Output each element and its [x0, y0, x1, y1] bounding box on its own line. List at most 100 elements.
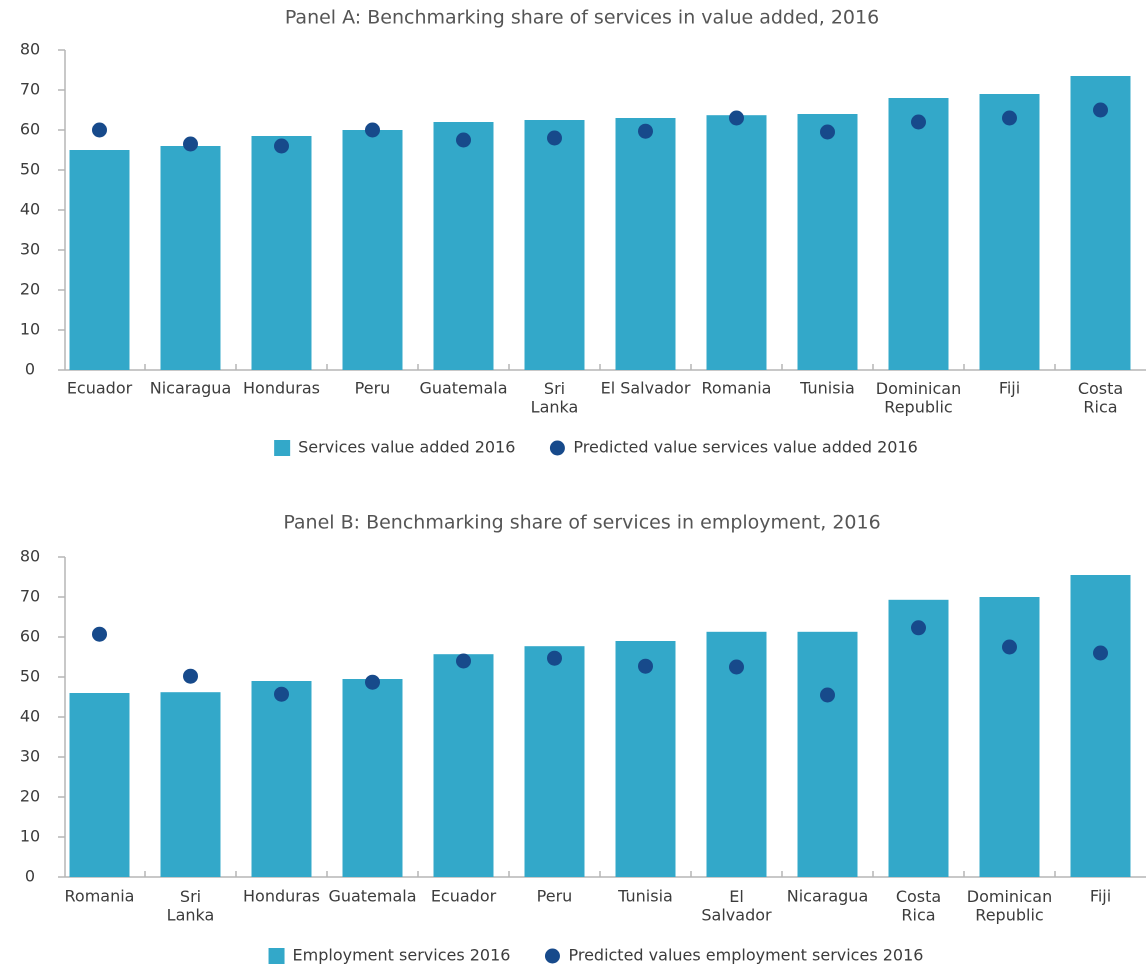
bar [979, 597, 1040, 877]
x-tick-label: Costa Rica [896, 887, 941, 924]
point [456, 653, 471, 669]
x-tick-label: Honduras [243, 379, 320, 398]
x-tick-label: Dominican Republic [967, 887, 1052, 924]
x-tick-label: Romania [65, 887, 135, 906]
point [183, 136, 198, 152]
chart-title: Panel B: Benchmarking share of services … [283, 512, 880, 534]
y-tick-label: 10 [20, 827, 40, 846]
x-tick-label: Ecuador [67, 379, 133, 398]
point [911, 620, 926, 636]
point [183, 668, 198, 684]
x-tick-label: Honduras [243, 887, 320, 906]
point [365, 122, 380, 138]
x-tick-label: Fiji [1090, 887, 1111, 906]
bar [342, 130, 403, 370]
y-tick-label: 50 [20, 667, 40, 686]
bar [433, 122, 494, 370]
y-tick-label: 0 [25, 867, 35, 886]
y-tick-label: 40 [20, 200, 40, 219]
x-tick-label: Costa Rica [1078, 379, 1123, 416]
y-tick-label: 60 [20, 627, 40, 646]
point [274, 138, 289, 154]
point [729, 110, 744, 126]
y-tick-label: 60 [20, 120, 40, 139]
bar [888, 98, 949, 370]
legend-label: Predicted value services value added 201… [573, 438, 917, 457]
legend-swatch [549, 440, 565, 456]
y-tick-label: 50 [20, 160, 40, 179]
bar [979, 94, 1040, 370]
point [274, 686, 289, 702]
point [1093, 102, 1108, 118]
y-tick-label: 30 [20, 240, 40, 259]
x-tick-label: El Salvador [701, 887, 772, 924]
x-tick-label: Tunisia [617, 887, 673, 906]
bar [251, 136, 312, 370]
y-tick-label: 70 [20, 587, 40, 606]
x-tick-label: Romania [702, 379, 772, 398]
x-tick-label: Peru [537, 887, 573, 906]
bar [69, 150, 130, 370]
bar [433, 654, 494, 877]
point [547, 650, 562, 666]
point [456, 132, 471, 148]
point [92, 122, 107, 138]
bar [524, 120, 585, 370]
legend-label: Employment services 2016 [293, 946, 511, 965]
y-tick-label: 0 [25, 360, 35, 379]
y-tick-label: 30 [20, 747, 40, 766]
legend-swatch [268, 948, 285, 964]
point [1002, 110, 1017, 126]
point [547, 130, 562, 146]
legend-swatch [544, 948, 560, 964]
x-tick-label: Ecuador [431, 887, 497, 906]
y-tick-label: 20 [20, 787, 40, 806]
x-tick-label: Nicaragua [150, 379, 232, 398]
x-tick-label: Guatemala [419, 379, 507, 398]
point [365, 674, 380, 690]
x-tick-label: Dominican Republic [876, 379, 961, 416]
x-tick-label: Sri Lanka [167, 887, 215, 924]
bar [615, 641, 676, 877]
bar [69, 693, 130, 877]
y-tick-label: 20 [20, 280, 40, 299]
point [92, 626, 107, 642]
bar [342, 679, 403, 877]
x-tick-label: El Salvador [601, 379, 691, 398]
bar [706, 115, 767, 370]
x-tick-label: Sri Lanka [531, 379, 579, 416]
bar [1070, 575, 1131, 877]
bar [615, 118, 676, 370]
x-tick-label: Guatemala [328, 887, 416, 906]
y-tick-label: 70 [20, 80, 40, 99]
point [820, 687, 835, 703]
x-tick-label: Fiji [999, 379, 1020, 398]
y-tick-label: 40 [20, 707, 40, 726]
x-tick-label: Tunisia [799, 379, 855, 398]
y-tick-label: 80 [20, 40, 40, 59]
legend-swatch [274, 440, 291, 456]
point [729, 659, 744, 675]
x-tick-label: Nicaragua [787, 887, 869, 906]
y-tick-label: 80 [20, 547, 40, 566]
bar [160, 692, 221, 877]
point [911, 114, 926, 130]
bar [888, 599, 949, 877]
legend-label: Predicted values employment services 201… [568, 946, 923, 965]
x-tick-label: Peru [355, 379, 391, 398]
point [820, 124, 835, 140]
legend-label: Services value added 2016 [298, 438, 515, 457]
point [1002, 639, 1017, 655]
y-tick-label: 10 [20, 320, 40, 339]
bar [797, 114, 858, 370]
chart-title: Panel A: Benchmarking share of services … [285, 7, 879, 29]
bar [160, 146, 221, 370]
point [638, 658, 653, 674]
bar [1070, 76, 1131, 370]
bar [797, 631, 858, 877]
point [1093, 645, 1108, 661]
point [638, 123, 653, 139]
bar [251, 681, 312, 877]
bar [524, 646, 585, 877]
